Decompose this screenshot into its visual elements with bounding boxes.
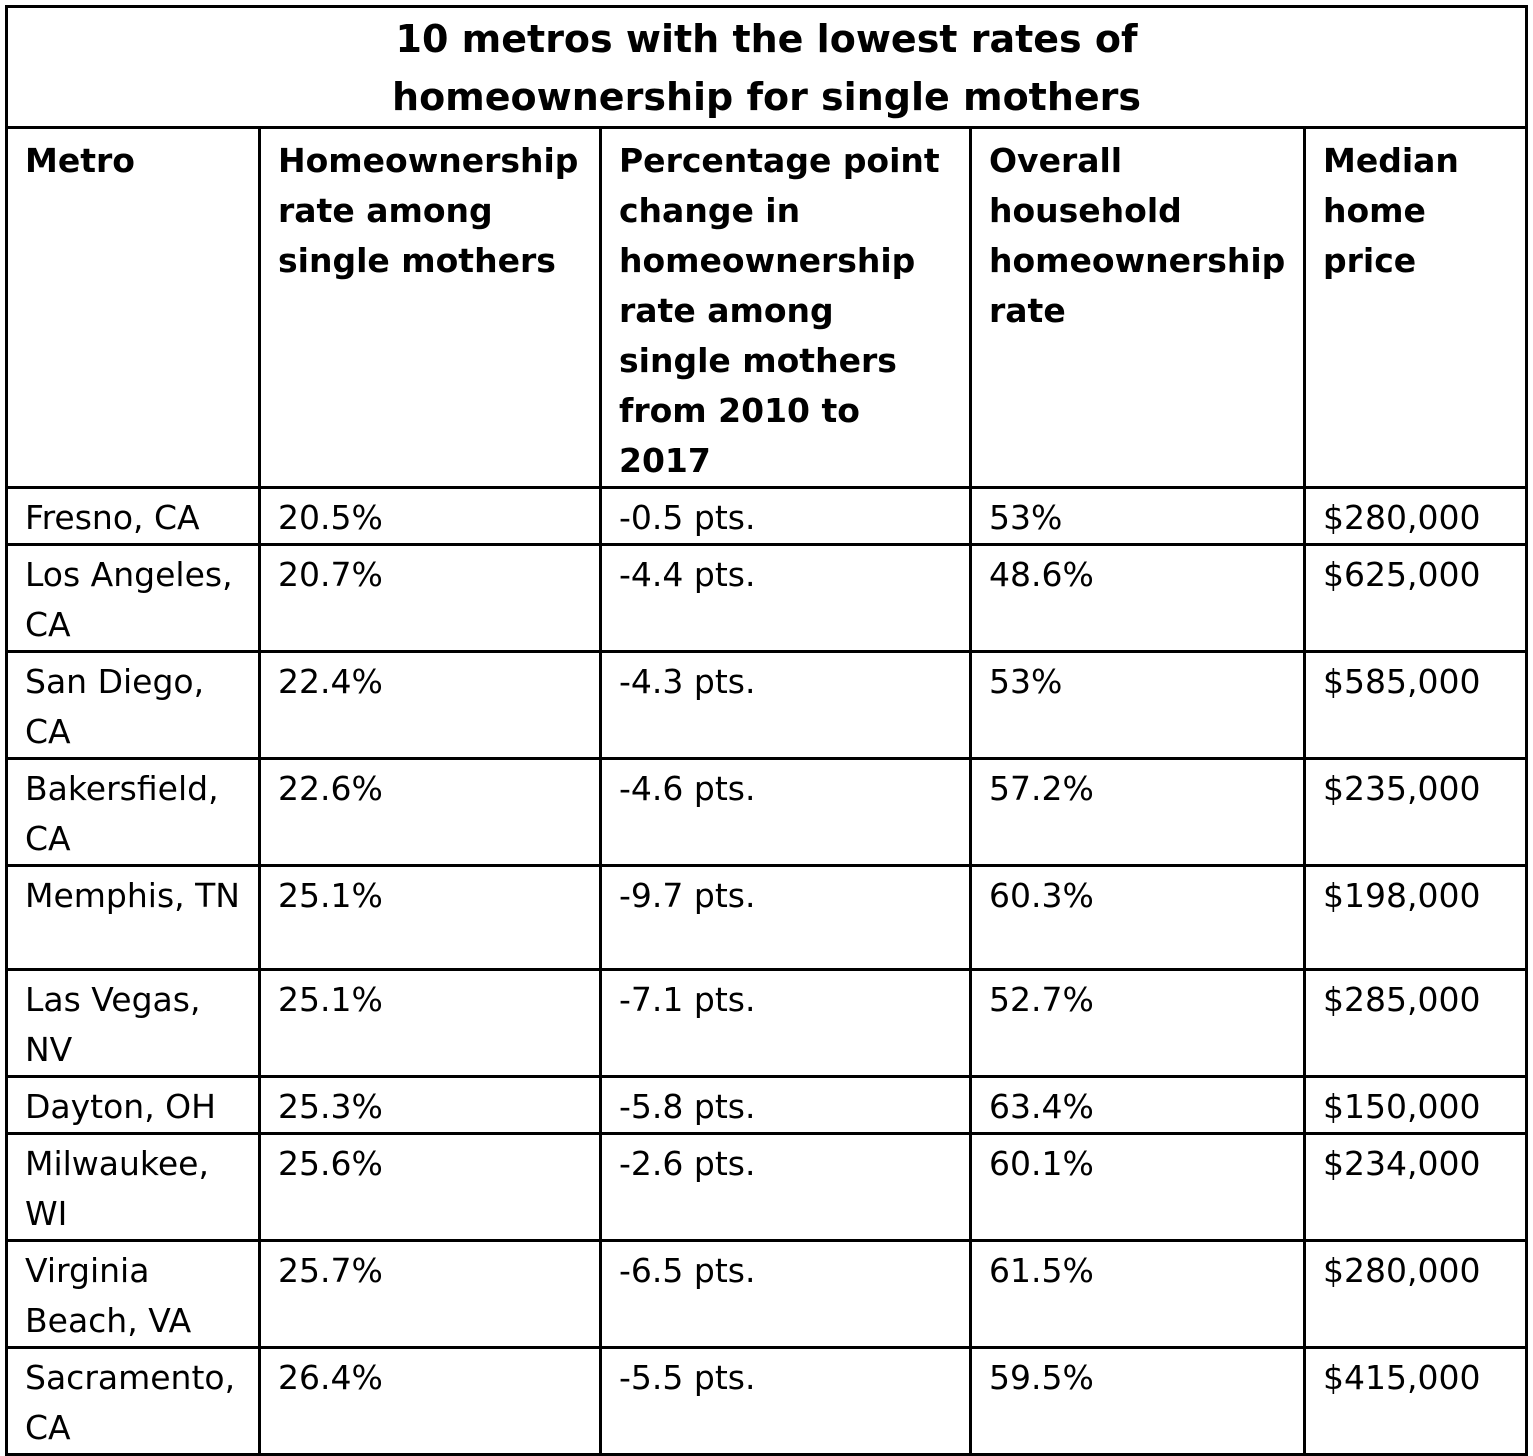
median-price-cell: $585,000 <box>1302 650 1529 760</box>
metro-cell: Dayton, OH <box>5 1075 261 1135</box>
point-change-cell: -4.4 pts. <box>599 543 972 653</box>
table-row: Los Angeles, CA 20.7% -4.4 pts. 48.6% $625,0… <box>5 543 1529 653</box>
data-table: 10 metros with the lowest rates of homeo… <box>4 5 1529 1456</box>
metro-cell: Memphis, TN <box>5 864 261 971</box>
point-change-cell: -9.7 pts. <box>599 864 972 971</box>
single-mother-rate-cell: 25.6% <box>258 1132 602 1242</box>
table-row: Dayton, OH 25.3% -5.8 pts. 63.4% $150,000 <box>5 1075 1529 1135</box>
overall-rate-cell: 61.5% <box>969 1239 1306 1349</box>
median-price-cell: $415,000 <box>1302 1346 1529 1456</box>
metro-cell: Fresno, CA <box>5 486 261 546</box>
median-price-cell: $625,000 <box>1302 543 1529 653</box>
median-price-cell: $150,000 <box>1302 1075 1529 1135</box>
median-price-cell: $280,000 <box>1302 1239 1529 1349</box>
point-change-cell: -4.6 pts. <box>599 757 972 867</box>
median-price-cell: $235,000 <box>1302 757 1529 867</box>
single-mother-rate-cell: 25.1% <box>258 864 602 971</box>
point-change-cell: -7.1 pts. <box>599 968 972 1078</box>
point-change-cell: -4.3 pts. <box>599 650 972 760</box>
column-header-overall-rate: Overall household homeownership rate <box>969 126 1306 489</box>
table-body: Fresno, CA 20.5% -0.5 pts. 53% $280,000 Los A… <box>5 486 1529 1456</box>
median-price-cell: $234,000 <box>1302 1132 1529 1242</box>
metro-cell: Milwaukee, WI <box>5 1132 261 1242</box>
median-price-cell: $285,000 <box>1302 968 1529 1078</box>
metro-cell: Virginia Beach, VA <box>5 1239 261 1349</box>
single-mother-rate-cell: 20.5% <box>258 486 602 546</box>
overall-rate-cell: 60.3% <box>969 864 1306 971</box>
point-change-cell: -5.5 pts. <box>599 1346 972 1456</box>
point-change-cell: -5.8 pts. <box>599 1075 972 1135</box>
single-mother-rate-cell: 25.7% <box>258 1239 602 1349</box>
table-row: Bakersfield, CA 22.6% -4.6 pts. 57.2% $235,0… <box>5 757 1529 867</box>
overall-rate-cell: 48.6% <box>969 543 1306 653</box>
column-header-median-price: Median home price <box>1302 126 1529 489</box>
metro-cell: San Diego, CA <box>5 650 261 760</box>
median-price-cell: $198,000 <box>1302 864 1529 971</box>
column-header-metro: Metro <box>5 126 261 489</box>
overall-rate-cell: 52.7% <box>969 968 1306 1078</box>
column-header-point-change: Percentage point change in homeownership… <box>599 126 972 489</box>
metro-cell: Los Angeles, CA <box>5 543 261 653</box>
overall-rate-cell: 59.5% <box>969 1346 1306 1456</box>
point-change-cell: -6.5 pts. <box>599 1239 972 1349</box>
table-row: Milwaukee, WI 25.6% -2.6 pts. 60.1% $234,000 <box>5 1132 1529 1242</box>
single-mother-rate-cell: 22.6% <box>258 757 602 867</box>
single-mother-rate-cell: 25.1% <box>258 968 602 1078</box>
single-mother-rate-cell: 20.7% <box>258 543 602 653</box>
header-row: Metro Homeownership rate among single mo… <box>5 126 1529 489</box>
table-row: Las Vegas, NV 25.1% -7.1 pts. 52.7% $285,000 <box>5 968 1529 1078</box>
table-row: Memphis, TN 25.1% -9.7 pts. 60.3% $198,000 <box>5 864 1529 971</box>
overall-rate-cell: 53% <box>969 486 1306 546</box>
single-mother-rate-cell: 26.4% <box>258 1346 602 1456</box>
point-change-cell: -0.5 pts. <box>599 486 972 546</box>
overall-rate-cell: 57.2% <box>969 757 1306 867</box>
metro-cell: Las Vegas, NV <box>5 968 261 1078</box>
single-mother-rate-cell: 22.4% <box>258 650 602 760</box>
column-header-single-mother-rate: Homeownership rate among single mothers <box>258 126 602 489</box>
overall-rate-cell: 60.1% <box>969 1132 1306 1242</box>
metro-cell: Bakersfield, CA <box>5 757 261 867</box>
table-row: Virginia Beach, VA 25.7% -6.5 pts. 61.5% $28… <box>5 1239 1529 1349</box>
point-change-cell: -2.6 pts. <box>599 1132 972 1242</box>
median-price-cell: $280,000 <box>1302 486 1529 546</box>
table-row: Sacramento, CA 26.4% -5.5 pts. 59.5% $415,00… <box>5 1346 1529 1456</box>
overall-rate-cell: 53% <box>969 650 1306 760</box>
table-title-line-2: homeownership for single mothers <box>392 75 1142 119</box>
table-title-line-1: 10 metros with the lowest rates of <box>395 17 1138 61</box>
overall-rate-cell: 63.4% <box>969 1075 1306 1135</box>
table-row: San Diego, CA 22.4% -4.3 pts. 53% $585,000 <box>5 650 1529 760</box>
single-mother-rate-cell: 25.3% <box>258 1075 602 1135</box>
table-title: 10 metros with the lowest rates of homeo… <box>4 5 1529 129</box>
table-row: Fresno, CA 20.5% -0.5 pts. 53% $280,000 <box>5 486 1529 546</box>
metro-cell: Sacramento, CA <box>5 1346 261 1456</box>
